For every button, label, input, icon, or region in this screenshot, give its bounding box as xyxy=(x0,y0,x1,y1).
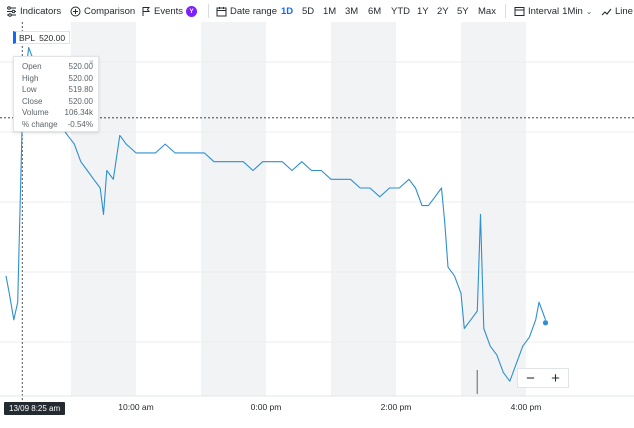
tooltip-value: 519.80 xyxy=(68,85,93,95)
interval-value: 1Min xyxy=(562,5,583,17)
date-range-button[interactable]: Date range xyxy=(216,6,277,17)
indicators-icon xyxy=(6,5,17,17)
tooltip-row-high: High 520.00 xyxy=(22,73,93,85)
zoom-controls: − + xyxy=(517,368,569,388)
chevron-down-icon: ⌄ xyxy=(585,6,593,16)
x-tick-label: 2:00 pm xyxy=(380,402,412,412)
events-label: Events xyxy=(154,5,184,17)
toolbar-divider xyxy=(505,4,506,18)
range-3m[interactable]: 3M xyxy=(345,5,359,17)
x-tick-label: 4:00 pm xyxy=(510,402,542,412)
x-tick-label: 10:00 am xyxy=(118,402,154,412)
range-6m[interactable]: 6M xyxy=(368,5,382,17)
indicators-button[interactable]: Indicators xyxy=(6,6,61,17)
events-icon xyxy=(141,6,151,17)
tooltip-label: Close xyxy=(22,96,43,106)
tooltip-label: Open xyxy=(22,62,42,71)
tooltip-row-open: Open 520.00 xyxy=(22,61,93,73)
ticker-badge: BPL 520.00 xyxy=(13,31,71,44)
tooltip-label: % change xyxy=(22,119,58,129)
interval-icon xyxy=(514,6,525,17)
indicators-label: Indicators xyxy=(20,5,62,17)
calendar-icon xyxy=(216,6,227,17)
tooltip-row-change: % change -0.54% xyxy=(22,119,93,131)
ohlc-tooltip: × Open 520.00 High 520.00 Low 519.80 Close 5… xyxy=(13,56,99,132)
last-price-dot xyxy=(542,320,549,326)
chart-toolbar: Indicators Comparison Events Y Date rang… xyxy=(0,0,634,22)
close-icon[interactable]: × xyxy=(88,57,94,67)
tooltip-label: Low xyxy=(22,85,37,95)
tooltip-row-volume: Volume 106.34k xyxy=(22,107,93,119)
tooltip-value: 520.00 xyxy=(68,62,93,71)
price-chart-svg[interactable] xyxy=(0,22,634,428)
tooltip-label: Volume xyxy=(22,108,49,118)
range-5y[interactable]: 5Y xyxy=(457,5,469,17)
comparison-label: Comparison xyxy=(84,5,136,17)
interval-label: Interval xyxy=(528,5,560,17)
range-1y[interactable]: 1Y xyxy=(417,5,429,17)
plus-circle-icon xyxy=(70,6,81,17)
price-chart[interactable] xyxy=(0,22,634,428)
date-range-label: Date range xyxy=(230,5,278,17)
tooltip-row-close: Close 520.00 xyxy=(22,96,93,108)
events-badge: Y xyxy=(186,5,198,17)
tooltip-value: -0.54% xyxy=(67,119,93,129)
tooltip-value: 520.00 xyxy=(68,73,93,83)
range-1m[interactable]: 1M xyxy=(323,5,337,17)
comparison-button[interactable]: Comparison xyxy=(70,6,135,17)
tooltip-label: High xyxy=(22,73,39,83)
price-line xyxy=(5,47,547,382)
zoom-out-button[interactable]: − xyxy=(526,369,535,387)
hour-shade-band xyxy=(331,22,396,396)
events-button[interactable]: Events Y xyxy=(141,5,198,17)
x-tick-label: 0:00 pm xyxy=(250,402,282,412)
ticker-symbol: BPL xyxy=(19,32,36,43)
range-2y[interactable]: 2Y xyxy=(437,5,449,17)
chart-type-label: Line xyxy=(615,5,633,17)
chart-type-button[interactable]: Line xyxy=(601,6,633,17)
tooltip-row-low: Low 519.80 xyxy=(22,84,93,96)
crosshair-time-label: 13/09 8:25 am xyxy=(4,402,66,415)
interval-dropdown[interactable]: Interval 1Min ⌄ xyxy=(514,6,592,17)
hour-shade-band xyxy=(461,22,526,396)
zoom-in-button[interactable]: + xyxy=(551,369,560,387)
range-5d[interactable]: 5D xyxy=(302,5,315,17)
tooltip-value: 520.00 xyxy=(68,96,93,106)
range-ytd[interactable]: YTD xyxy=(391,5,410,17)
tooltip-value: 106.34k xyxy=(64,108,93,118)
range-max[interactable]: Max xyxy=(478,5,496,17)
ticker-value: 520.00 xyxy=(39,32,66,43)
line-chart-icon xyxy=(601,6,612,17)
range-1d[interactable]: 1D xyxy=(281,5,294,17)
hour-shade-band xyxy=(201,22,266,396)
toolbar-divider xyxy=(208,4,209,18)
